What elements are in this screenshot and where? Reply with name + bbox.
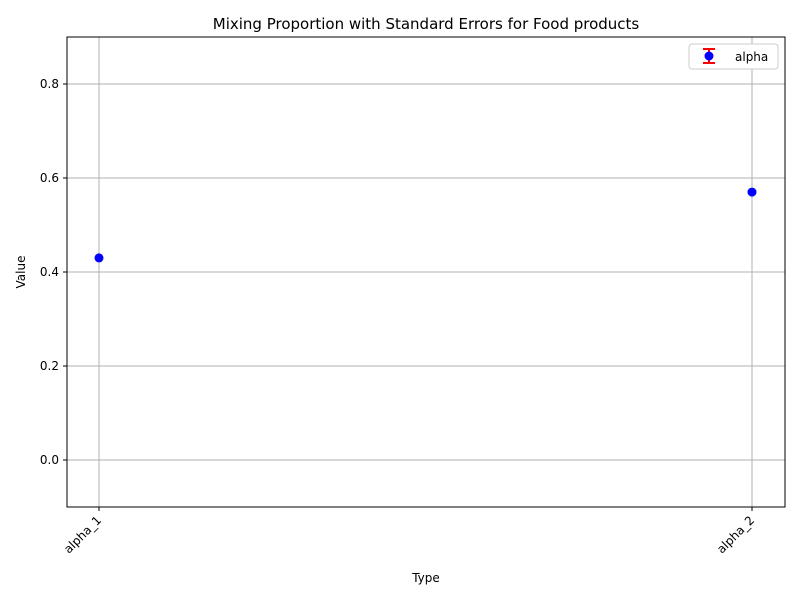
y-tick-label: 0.4 <box>40 265 59 279</box>
data-points <box>94 187 757 263</box>
y-axis: 0.0 0.2 0.4 0.6 0.8 <box>40 77 67 467</box>
legend: alpha <box>688 43 779 70</box>
chart-title: Mixing Proportion with Standard Errors f… <box>213 15 640 33</box>
y-tick-label: 0.6 <box>40 171 59 185</box>
data-point <box>94 253 104 263</box>
y-tick-label: 0.8 <box>40 77 59 91</box>
x-axis-label: Type <box>411 571 440 585</box>
data-point <box>747 187 757 197</box>
y-tick-label: 0.0 <box>40 453 59 467</box>
y-tick-label: 0.2 <box>40 359 59 373</box>
grid-lines <box>67 37 785 507</box>
legend-label: alpha <box>735 50 768 64</box>
legend-marker <box>704 51 714 61</box>
y-axis-label: Value <box>14 256 28 289</box>
